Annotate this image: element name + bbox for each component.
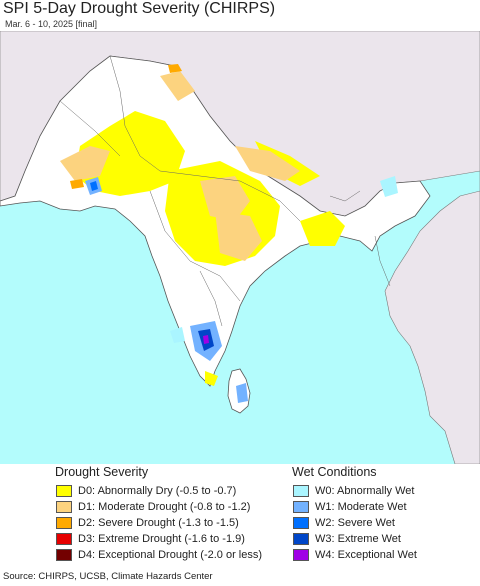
legend-label-d1: D1: Moderate Drought (-0.8 to -1.2) [78,501,251,513]
wet-areas [85,176,398,403]
legend-label-d3: D3: Extreme Drought (-1.6 to -1.9) [78,533,245,545]
drought-d1-areas [60,71,300,261]
legend-label-w2: W2: Severe Wet [315,517,395,529]
legend-swatch-w4 [293,549,309,561]
legend-label-w1: W1: Moderate Wet [315,501,407,513]
legend-label-d2: D2: Severe Drought (-1.3 to -1.5) [78,517,239,529]
map-title: SPI 5-Day Drought Severity (CHIRPS) [3,0,276,17]
internal-boundaries [59,55,391,327]
legend-heading-drought: Drought Severity [55,465,149,479]
source-credit: Source: CHIRPS, UCSB, Climate Hazards Ce… [3,571,213,582]
legend-swatch-d4 [56,549,72,561]
legend: Drought Severity Wet Conditions D0: Abno… [0,464,480,568]
legend-swatch-w0 [293,485,309,497]
legend-label-w4: W4: Exceptional Wet [315,549,417,561]
map-subtitle: Mar. 6 - 10, 2025 [final] [5,19,98,29]
legend-swatch-d0 [56,485,72,497]
legend-swatch-w1 [293,501,309,513]
legend-heading-wet: Wet Conditions [292,465,377,479]
drought-d2-areas [70,64,182,189]
legend-label-w3: W3: Extreme Wet [315,533,401,545]
legend-swatch-d1 [56,501,72,513]
legend-swatch-d3 [56,533,72,545]
legend-label-w0: W0: Abnormally Wet [315,485,415,497]
legend-label-d0: D0: Abnormally Dry (-0.5 to -0.7) [78,485,237,497]
legend-swatch-w3 [293,533,309,545]
legend-swatch-w2 [293,517,309,529]
drought-map [0,31,480,464]
legend-swatch-d2 [56,517,72,529]
legend-label-d4: D4: Exceptional Drought (-2.0 or less) [78,549,263,561]
